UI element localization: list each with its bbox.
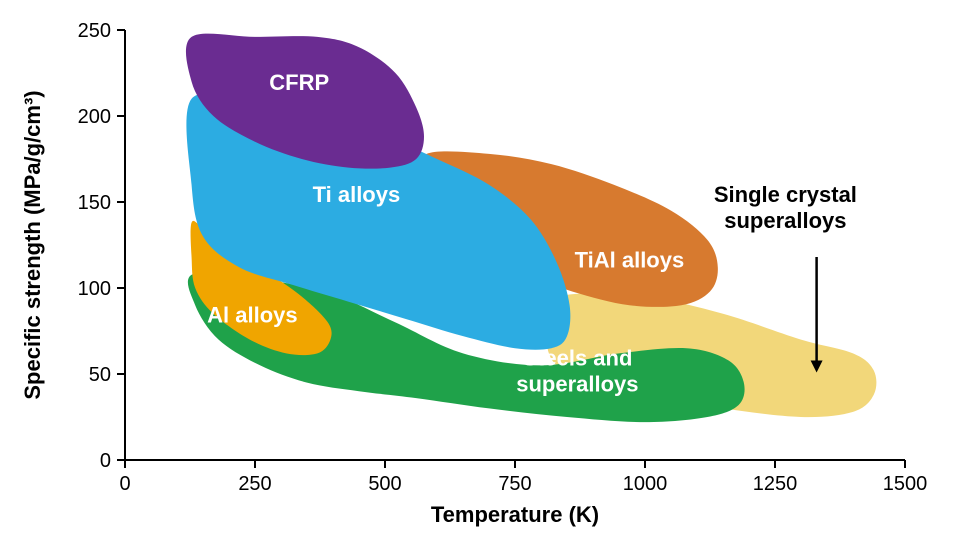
region-label-al: Al alloys [207,302,297,327]
x-tick-label: 1500 [883,473,928,495]
y-tick-label: 100 [78,278,111,300]
region-label-tial: TiAl alloys [575,247,685,272]
region-label-steels: Steels andsuperalloys [516,345,638,396]
specific-strength-vs-temperature-chart: Single crystalsuperalloys Steels andsuper… [0,0,980,560]
y-tick-label: 0 [100,450,111,472]
y-tick-label: 150 [78,192,111,214]
region-label-cfrp: CFRP [269,70,329,95]
x-tick-label: 0 [119,473,130,495]
x-axis-title: Temperature (K) [431,502,599,527]
region-label-ti: Ti alloys [313,182,401,207]
y-tick-label: 200 [78,106,111,128]
x-tick-label: 250 [238,473,271,495]
region-label-single_crystal: Single crystalsuperalloys [714,182,857,233]
x-tick-label: 1000 [623,473,668,495]
x-tick-label: 1250 [753,473,798,495]
y-axis-title: Specific strength (MPa/g/cm³) [20,90,45,399]
y-tick-label: 250 [78,20,111,42]
x-tick-label: 750 [498,473,531,495]
x-tick-label: 500 [368,473,401,495]
y-tick-label: 50 [89,364,111,386]
